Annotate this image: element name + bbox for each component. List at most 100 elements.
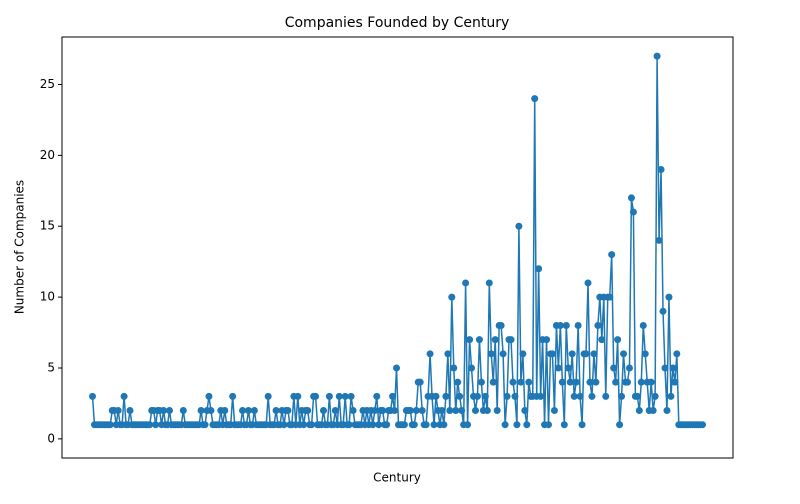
marker [205, 392, 213, 400]
marker [446, 407, 454, 415]
marker [466, 336, 474, 344]
marker [499, 350, 507, 358]
marker [513, 421, 521, 429]
marker [197, 407, 205, 415]
marker [493, 407, 501, 415]
marker [369, 421, 377, 429]
marker [509, 378, 517, 386]
marker [250, 407, 258, 415]
marker [160, 407, 168, 415]
marker [618, 392, 626, 400]
marker [481, 392, 489, 400]
marker [606, 293, 614, 301]
marker [543, 336, 551, 344]
marker [511, 392, 519, 400]
marker [665, 293, 673, 301]
marker [548, 350, 556, 358]
marker [483, 407, 491, 415]
marker [410, 421, 418, 429]
marker [659, 307, 667, 315]
marker [475, 336, 483, 344]
marker [649, 407, 657, 415]
marker [503, 392, 511, 400]
marker [586, 378, 594, 386]
marker [515, 222, 523, 230]
marker [663, 407, 671, 415]
marker [442, 392, 450, 400]
marker [347, 392, 355, 400]
marker [454, 378, 462, 386]
marker [221, 407, 229, 415]
marker [393, 364, 401, 372]
marker [507, 336, 515, 344]
marker [574, 321, 582, 329]
marker [578, 421, 586, 429]
marker [126, 407, 134, 415]
marker [264, 392, 272, 400]
marker [521, 407, 529, 415]
marker [272, 407, 280, 415]
marker [517, 378, 525, 386]
marker [229, 392, 237, 400]
y-tick-label: 10 [40, 290, 55, 304]
marker [244, 407, 252, 415]
marker [430, 421, 438, 429]
marker [400, 421, 408, 429]
marker [525, 378, 533, 386]
marker [375, 421, 383, 429]
marker [331, 407, 339, 415]
marker [456, 392, 464, 400]
marker [673, 350, 681, 358]
marker [106, 421, 114, 429]
marker [418, 407, 426, 415]
marker [120, 392, 128, 400]
marker [458, 407, 466, 415]
marker [519, 350, 527, 358]
marker [432, 392, 440, 400]
marker [308, 421, 316, 429]
marker [201, 421, 209, 429]
marker [416, 378, 424, 386]
marker [576, 392, 584, 400]
marker [319, 407, 327, 415]
plot-frame [61, 36, 734, 459]
y-axis-label: Number of Companies [13, 180, 27, 314]
marker [491, 336, 499, 344]
marker [627, 194, 635, 202]
marker [450, 364, 458, 372]
marker [566, 378, 574, 386]
marker [312, 392, 320, 400]
marker [653, 52, 661, 60]
marker [639, 321, 647, 329]
marker [464, 421, 472, 429]
marker [637, 378, 645, 386]
marker [406, 407, 414, 415]
marker [280, 421, 288, 429]
marker [568, 350, 576, 358]
marker [422, 421, 430, 429]
marker [335, 392, 343, 400]
marker [602, 392, 610, 400]
x-axis-label: Century [373, 471, 421, 485]
y-tick-label: 15 [40, 219, 55, 233]
marker [412, 407, 420, 415]
marker [294, 392, 302, 400]
marker [588, 392, 596, 400]
marker [462, 279, 470, 287]
marker [523, 421, 531, 429]
marker [610, 364, 618, 372]
marker [671, 378, 679, 386]
marker [448, 293, 456, 301]
marker [562, 321, 570, 329]
marker [655, 236, 663, 244]
marker [608, 251, 616, 259]
marker [564, 364, 572, 372]
marker [165, 407, 173, 415]
marker [633, 392, 641, 400]
marker [284, 407, 292, 415]
marker [473, 392, 481, 400]
marker [373, 392, 381, 400]
chart-title: Companies Founded by Century [285, 15, 510, 31]
marker [629, 208, 637, 216]
